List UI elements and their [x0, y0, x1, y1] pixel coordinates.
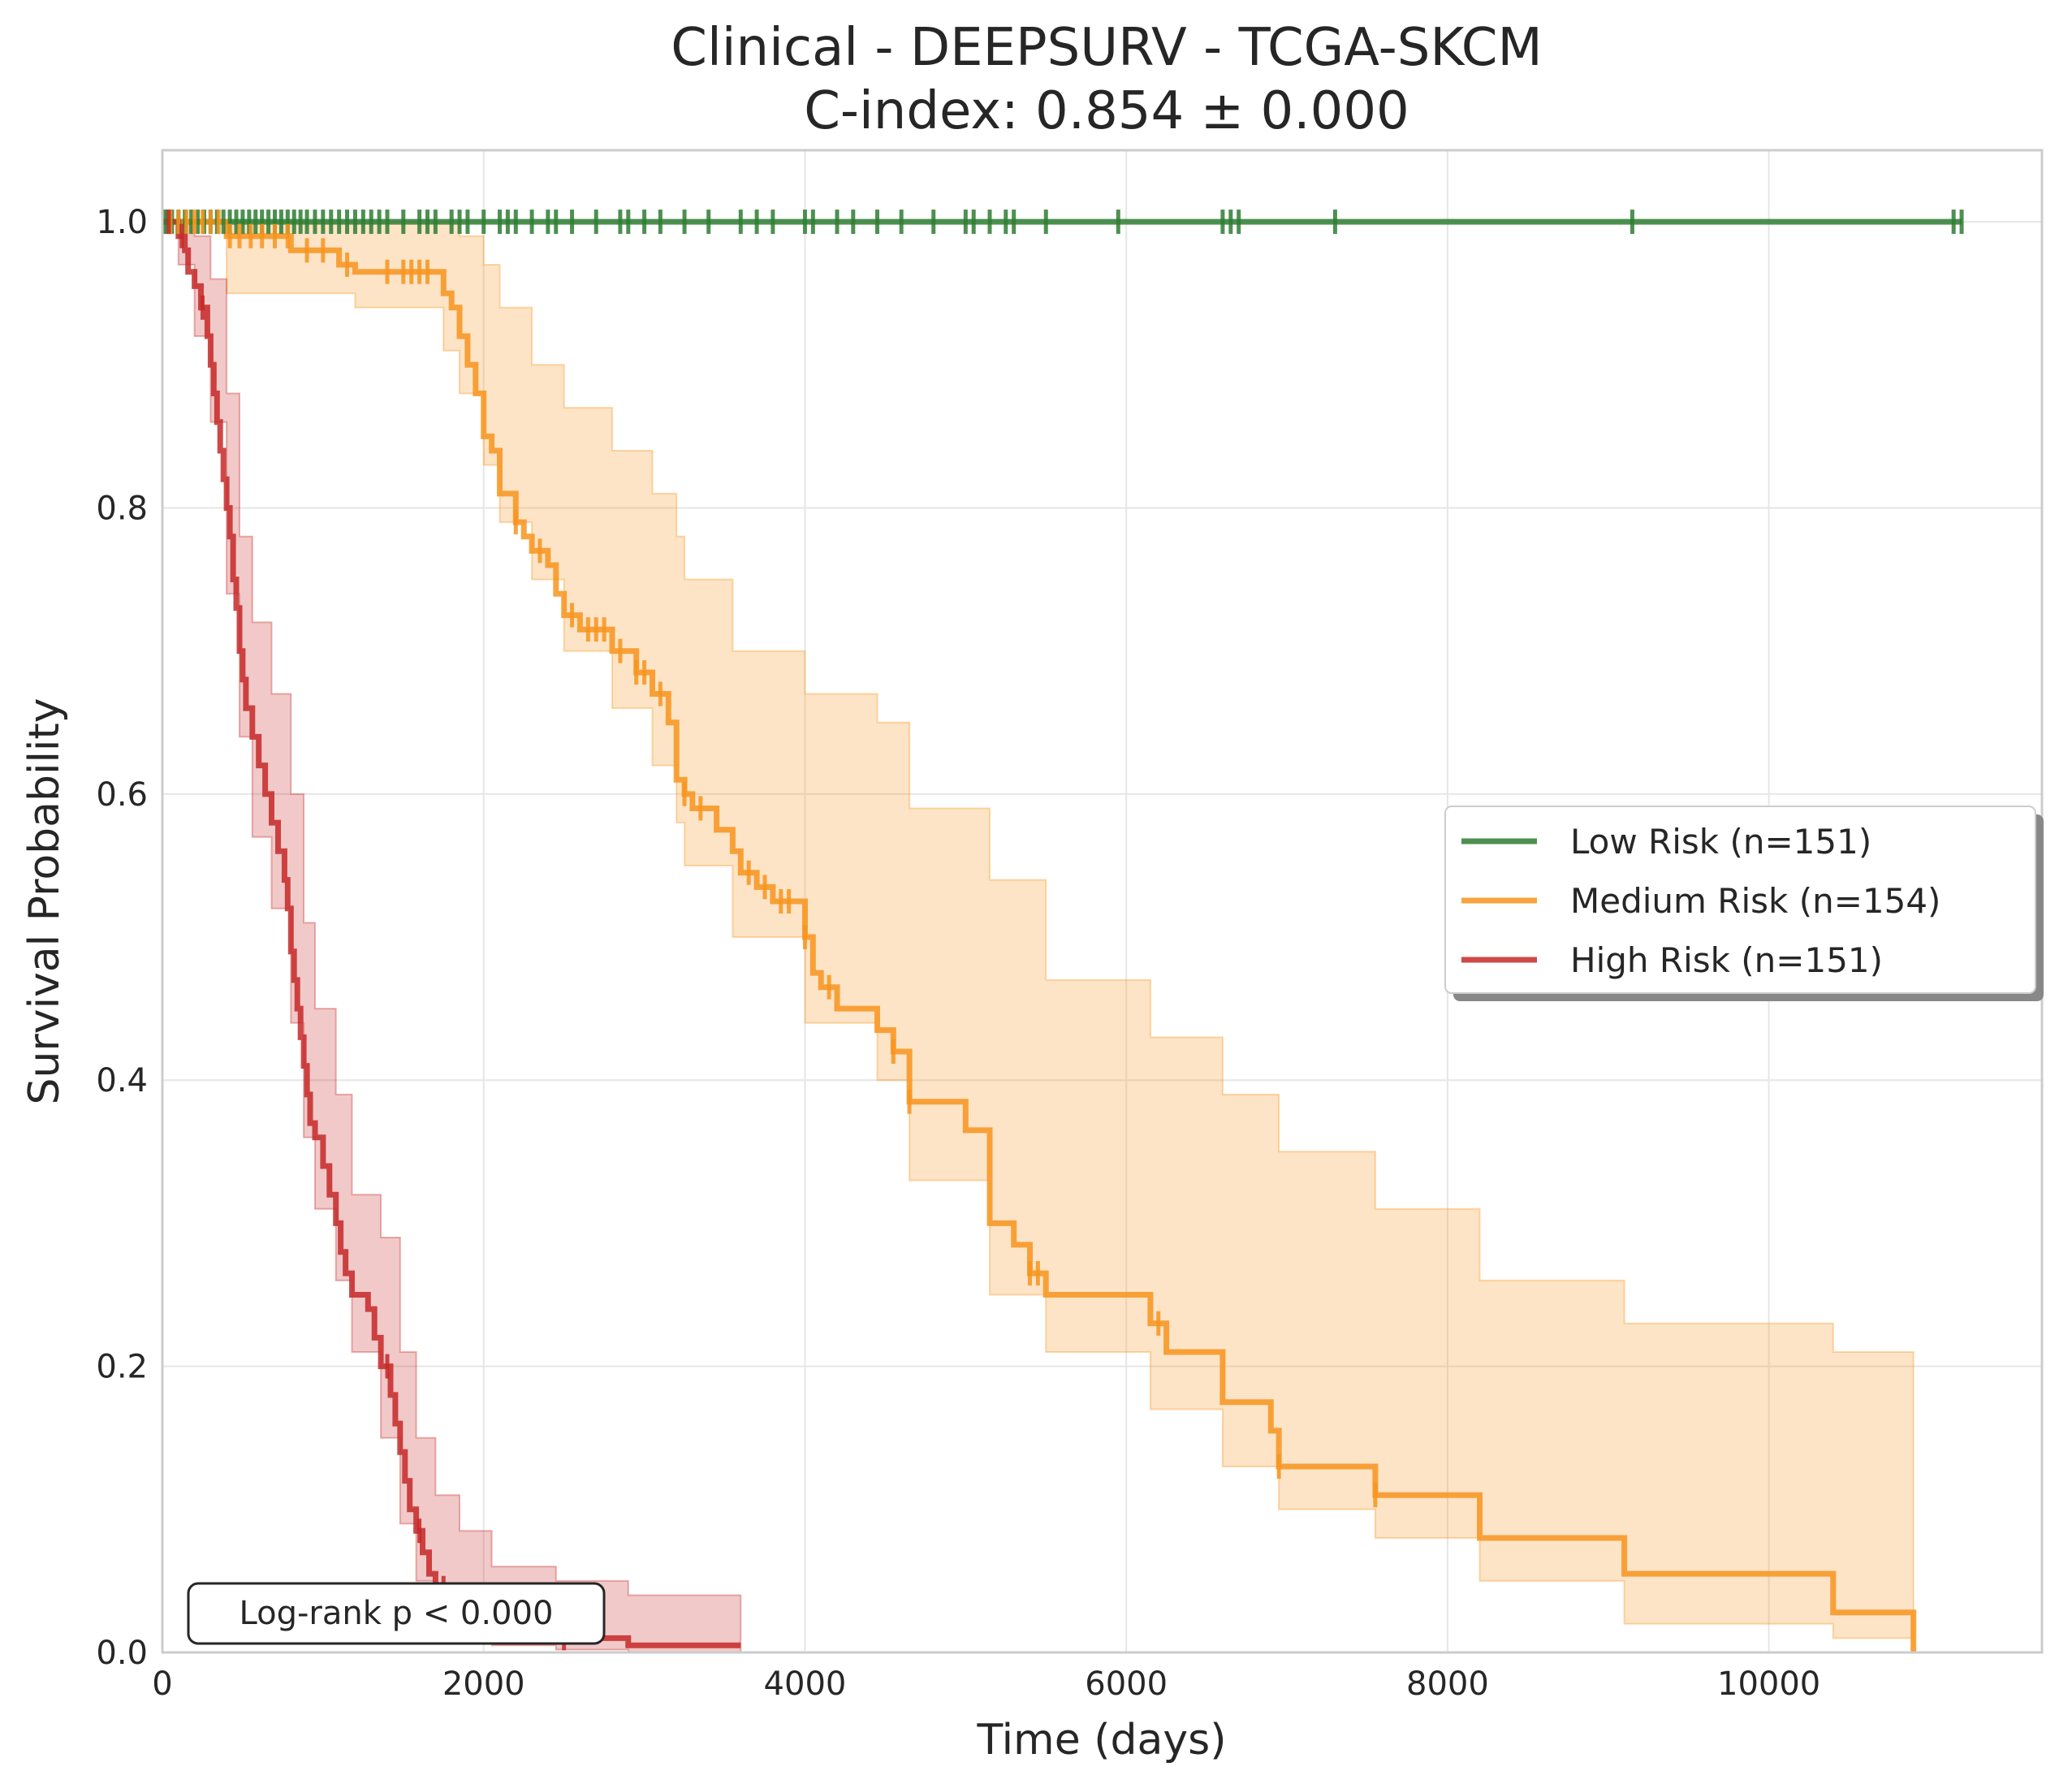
medium-risk-curve: [162, 218, 1917, 1652]
y-tick-label: 1.0: [96, 204, 148, 241]
x-axis-label: Time (days): [976, 1716, 1226, 1765]
y-tick-label: 0.0: [96, 1635, 148, 1672]
chart-subtitle: C-index: 0.854 ± 0.000: [804, 81, 1409, 141]
legend: Low Risk (n=151) Medium Risk (n=154) High …: [1444, 806, 2044, 1001]
chart-title: Clinical - DEEPSURV - TCGA-SKCM: [671, 18, 1542, 78]
legend-box: [1444, 806, 2036, 994]
logrank-annotation: Log-rank p < 0.000: [187, 1582, 606, 1645]
y-tick-label: 0.4: [96, 1062, 148, 1099]
y-tick-label: 0.2: [96, 1349, 148, 1386]
y-axis-label: Survival Probability: [20, 698, 69, 1104]
x-tick-label: 6000: [1085, 1665, 1168, 1703]
y-tick-label: 0.6: [96, 776, 148, 814]
annotation-text: Log-rank p < 0.000: [240, 1595, 554, 1632]
medium-risk-legend-label: Medium Risk (n=154): [1570, 881, 1940, 921]
high-risk-legend-label: High Risk (n=151): [1570, 940, 1883, 980]
x-tick-label: 2000: [442, 1665, 525, 1703]
survival-curves: [162, 218, 1962, 1652]
x-tick-label: 0: [152, 1665, 172, 1703]
x-tick-label: 4000: [764, 1665, 847, 1703]
censor-marks: [162, 210, 1964, 1651]
x-tick-label: 8000: [1406, 1665, 1489, 1703]
high-risk-curve: [162, 218, 741, 1648]
axis-ticks: 0 2000 4000 6000 8000 10000 0.0 0.2 0.4 0.6 0.8 1.0: [96, 204, 1820, 1703]
annotation-box: [187, 1582, 606, 1645]
x-tick-label: 10000: [1717, 1665, 1820, 1703]
y-tick-label: 0.8: [96, 490, 148, 527]
low-risk-legend-label: Low Risk (n=151): [1570, 822, 1871, 862]
